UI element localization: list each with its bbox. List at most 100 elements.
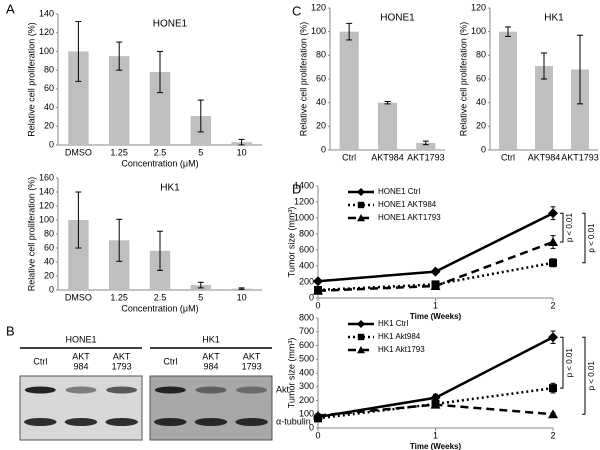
y-tick-label: 60 (44, 83, 54, 93)
panel-label: C (292, 3, 301, 18)
blot-lane-label: Ctrl (33, 356, 47, 366)
legend-label: HK1 Akt984 (378, 332, 421, 341)
y-tick-label: 160 (39, 172, 54, 182)
legend-marker (357, 201, 365, 209)
bar (416, 142, 436, 150)
x-tick-label: DMSO (65, 292, 92, 302)
y-axis-title: Tumor size (mm³) (286, 207, 296, 278)
point (313, 285, 323, 295)
blot-protein-label: α-tubulin (276, 416, 311, 426)
y-tick-label: 60 (476, 73, 486, 83)
bar (109, 56, 130, 145)
y-tick-label: 40 (44, 256, 54, 266)
y-tick-label: 700 (299, 326, 314, 336)
y-tick-label: 400 (299, 367, 314, 377)
bar (339, 31, 359, 151)
blot-membrane (149, 375, 273, 441)
y-tick-label: 120 (311, 2, 326, 12)
point (548, 332, 558, 343)
y-tick-label: 800 (299, 312, 314, 322)
x-axis-title: Concentration (μM) (121, 158, 198, 168)
x-tick-label: 0 (315, 300, 320, 310)
y-tick-label: 100 (299, 409, 314, 419)
x-tick-label: 2 (550, 430, 555, 440)
y-axis-title: Relative cell proliferation (%) (458, 22, 468, 137)
legend-marker (357, 320, 365, 328)
x-tick-label: 2.5 (154, 147, 167, 157)
legend-label: HONE1 Ctrl (378, 187, 420, 196)
legend-marker (357, 333, 365, 341)
point (549, 258, 557, 267)
y-axis-title: Relative cell proliferation (%) (26, 22, 36, 137)
y-tick-label: 140 (39, 8, 54, 18)
point (430, 281, 441, 290)
blot-lane-label: AKT (72, 351, 90, 361)
blot-band (24, 418, 57, 426)
y-tick-label: 60 (44, 242, 54, 252)
point (549, 384, 557, 393)
y-tick-label: 0 (481, 144, 486, 154)
blot-lane-label: 1793 (242, 361, 262, 371)
y-tick-label: 0 (309, 422, 314, 432)
y-tick-label: 0 (49, 139, 54, 149)
legend-label: HONE1 AKT1793 (378, 213, 441, 222)
blot-band (64, 418, 98, 426)
x-tick-label: 10 (237, 147, 247, 157)
y-tick-label: 600 (299, 244, 314, 254)
x-tick-label: AKT1793 (561, 152, 599, 162)
blot-lane-label: AKT (202, 351, 220, 361)
blot-band (65, 386, 97, 394)
y-tick-label: 20 (476, 121, 486, 131)
y-tick-label: 300 (299, 381, 314, 391)
x-tick-label: 5 (198, 292, 203, 302)
y-tick-label: 40 (316, 97, 326, 107)
x-axis-title: Concentration (μM) (121, 303, 198, 313)
y-tick-label: 20 (44, 270, 54, 280)
x-axis-title: Time (Weeks) (410, 312, 462, 321)
blot-cell-line: HONE1 (65, 334, 96, 344)
blot-lane-label: Ctrl (163, 356, 177, 366)
blot-band (24, 386, 56, 394)
blot-band (106, 386, 138, 394)
y-tick-label: 40 (44, 102, 54, 112)
y-tick-label: 100 (39, 46, 54, 56)
y-tick-label: 120 (39, 27, 54, 37)
legend-marker (357, 214, 365, 222)
legend-marker (357, 188, 365, 196)
blot-lane-label: 984 (203, 361, 218, 371)
bar (149, 72, 171, 145)
x-tick-label: 2.5 (154, 292, 167, 302)
y-tick-label: 1400 (294, 180, 314, 190)
annotation: p < 0.01 (565, 348, 574, 378)
bracket (582, 336, 586, 415)
bar (535, 65, 553, 150)
bar (377, 102, 398, 150)
y-tick-label: 40 (476, 97, 486, 107)
x-tick-label: 1.25 (110, 292, 128, 302)
annotation: p < 0.01 (587, 223, 596, 253)
blot-protein-label: Akt (276, 384, 290, 394)
point (548, 208, 558, 219)
point (430, 399, 441, 409)
blot-band (154, 418, 187, 426)
x-tick-label: AKT1793 (407, 152, 445, 162)
x-tick-label: Ctrl (342, 152, 356, 162)
y-tick-label: 1000 (294, 212, 314, 222)
blot-lane-label: AKT (243, 351, 261, 361)
y-tick-label: 0 (309, 292, 314, 302)
bracket (560, 212, 564, 243)
blot-lane-label: AKT (113, 351, 131, 361)
chart-title: HK1 (160, 183, 180, 194)
y-tick-label: 0 (321, 144, 326, 154)
blot-band (105, 418, 138, 426)
x-tick-label: 1.25 (110, 147, 128, 157)
bracket (560, 336, 564, 389)
y-tick-label: 80 (316, 50, 326, 60)
x-tick-label: AKT984 (371, 152, 404, 162)
chart-title: HK1 (544, 13, 564, 24)
blot-membrane (19, 375, 143, 441)
y-tick-label: 100 (39, 214, 54, 224)
annotation: p < 0.01 (587, 361, 596, 391)
y-tick-label: 120 (471, 2, 486, 12)
